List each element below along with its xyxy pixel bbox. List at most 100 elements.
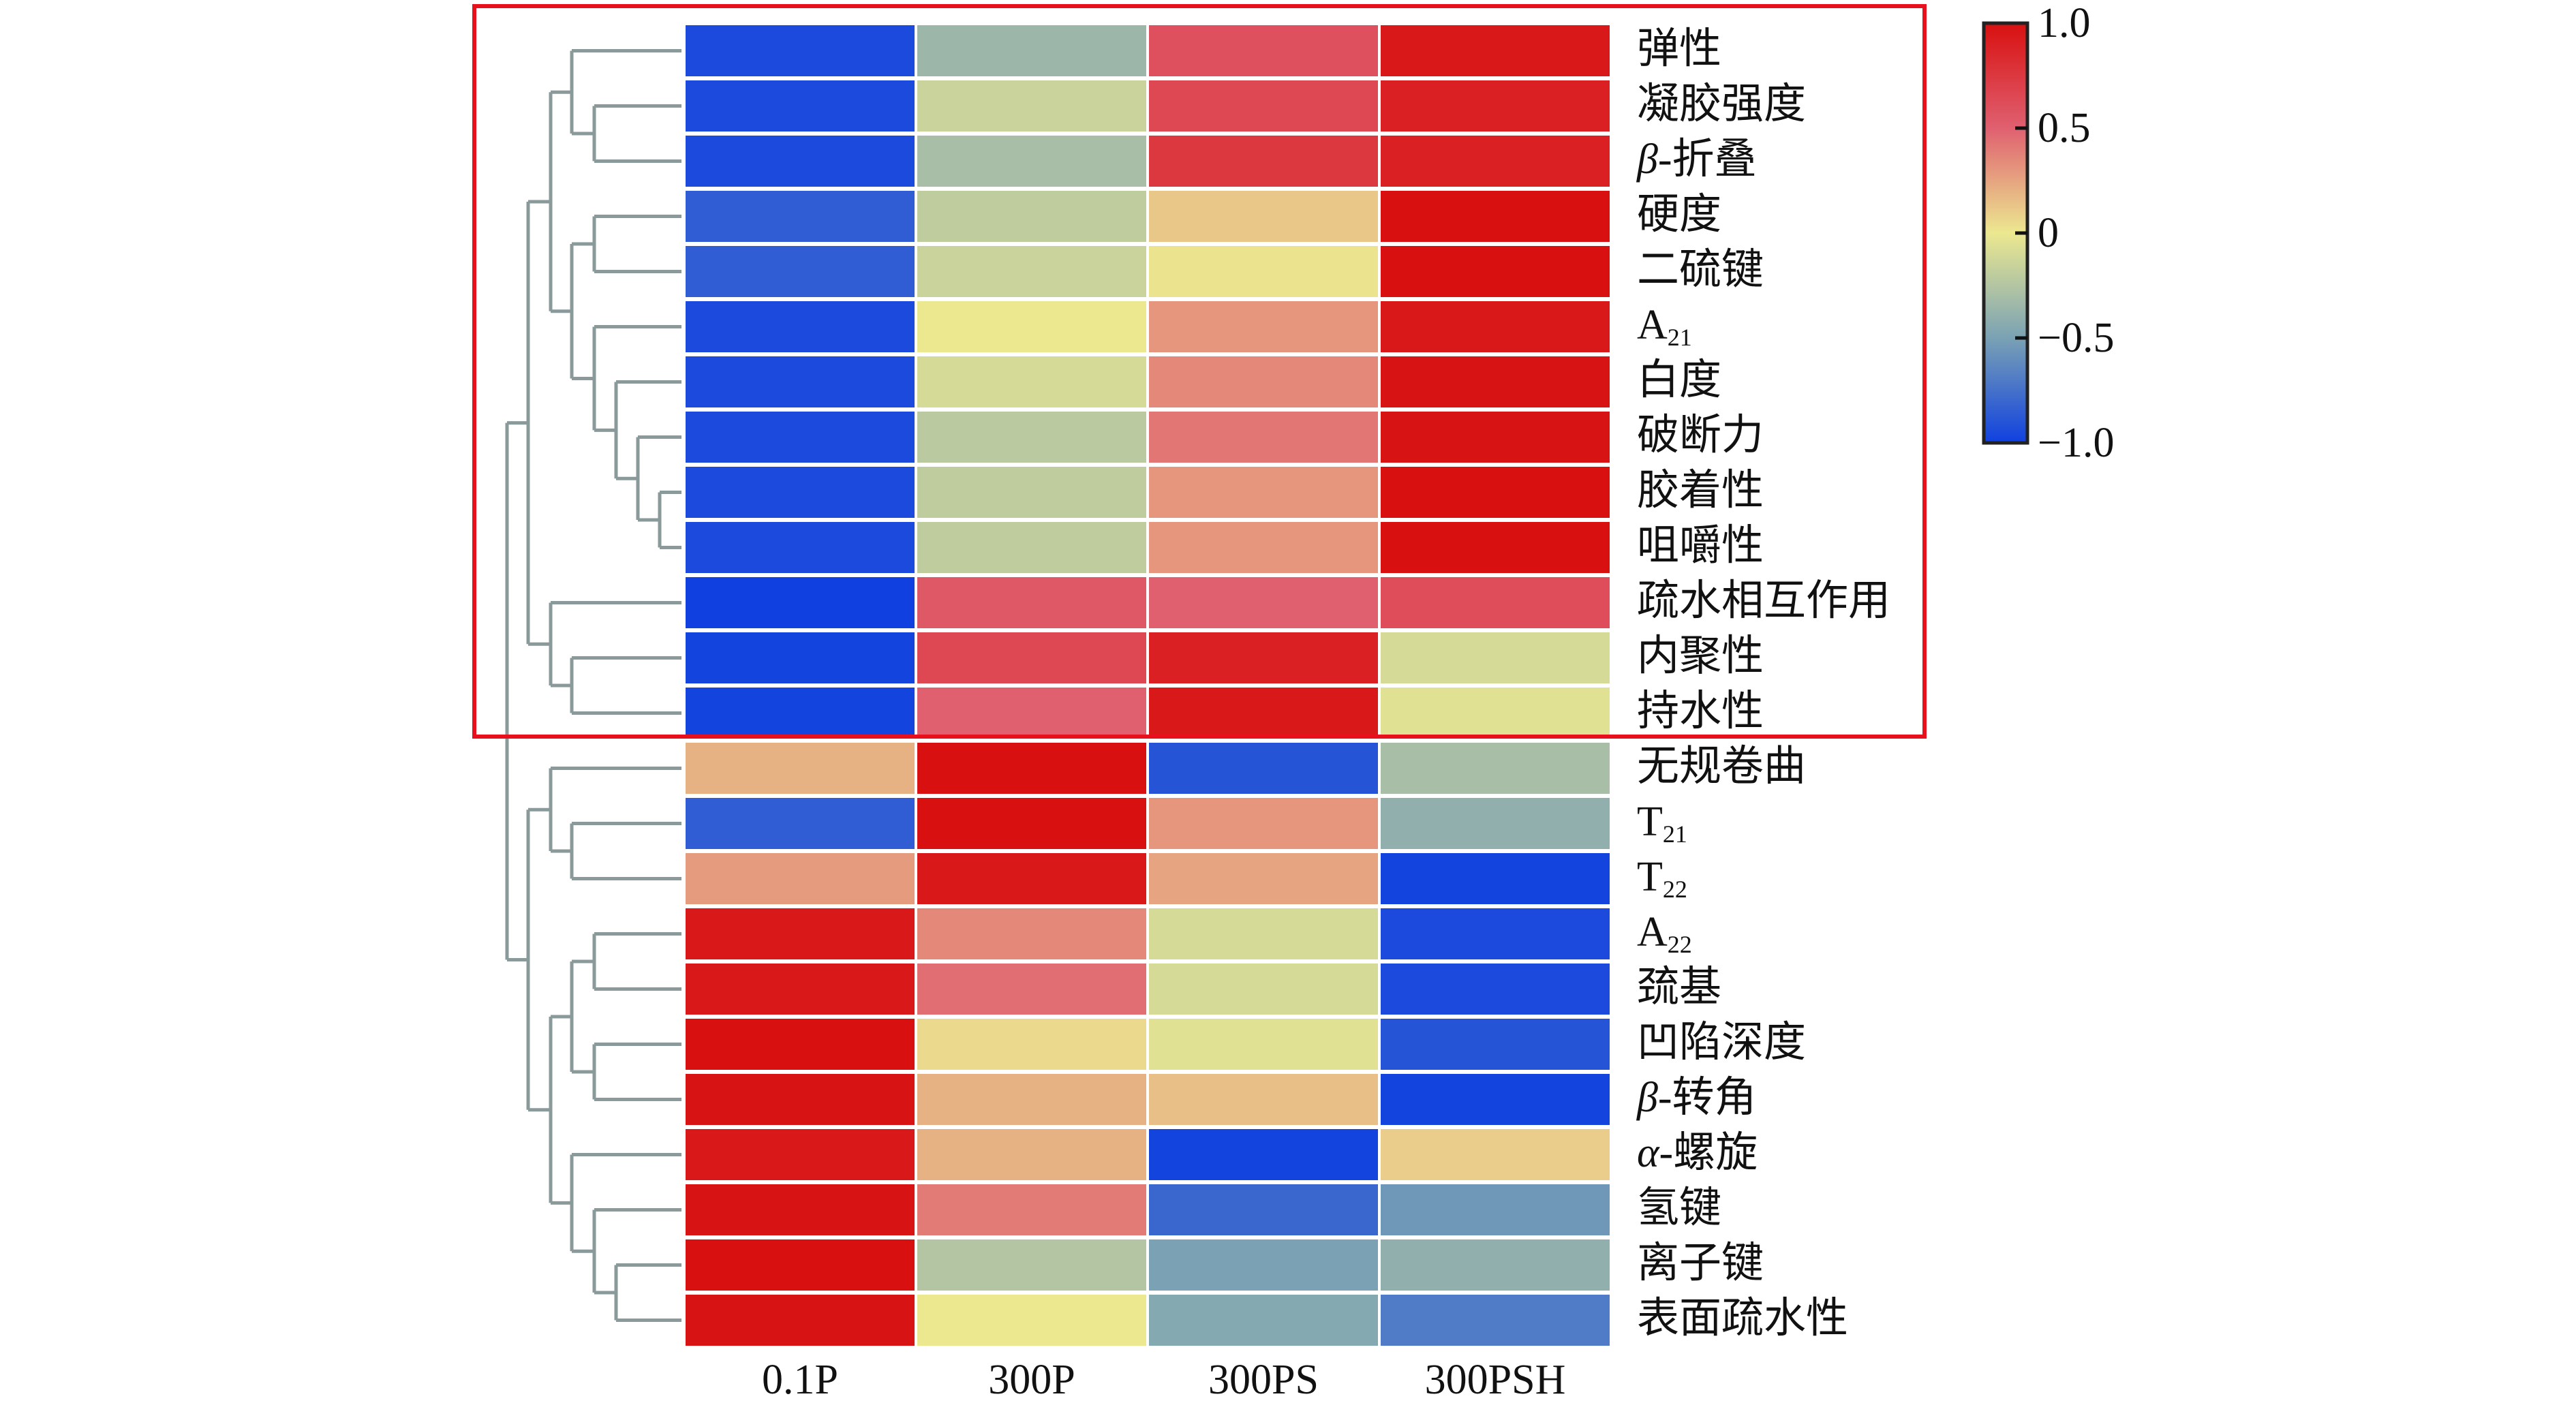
heatmap-cell	[686, 467, 915, 518]
heatmap-cell	[686, 688, 915, 739]
heatmap-cell	[1149, 1074, 1378, 1125]
heatmap-cell	[1381, 1295, 1610, 1346]
heatmap-cell	[917, 301, 1146, 352]
heatmap-cell	[686, 577, 915, 628]
heatmap-cell	[1149, 632, 1378, 683]
row-label: 疏水相互作用	[1637, 574, 1890, 629]
heatmap-cell	[1381, 1019, 1610, 1070]
row-label: 胶着性	[1637, 463, 1764, 519]
row-label-text: T	[1637, 854, 1663, 900]
heatmap-cell	[1149, 246, 1378, 297]
row-label-text: -螺旋	[1659, 1130, 1758, 1176]
row-label-greek: β	[1637, 136, 1658, 183]
heatmap-cell	[1381, 25, 1610, 76]
heatmap-cell	[1149, 688, 1378, 739]
heatmap-cell	[1149, 798, 1378, 849]
heatmap-cell	[686, 191, 915, 242]
heatmap-cell	[1149, 80, 1378, 132]
row-label-text: 疏水相互作用	[1637, 578, 1891, 624]
column-label: 300PS	[1208, 1357, 1319, 1403]
heatmap-cell	[1381, 798, 1610, 849]
heatmap-cell	[917, 1074, 1146, 1125]
heatmap-cell	[1381, 963, 1610, 1015]
highlight-box	[472, 4, 1927, 739]
heatmap-cell	[1149, 963, 1378, 1015]
heatmap-cell	[917, 1129, 1146, 1180]
heatmap-cell	[1381, 467, 1610, 518]
heatmap-cell	[686, 1184, 915, 1235]
heatmap-cell	[1381, 743, 1610, 794]
heatmap-cell	[917, 963, 1146, 1015]
heatmap-cell	[917, 798, 1146, 849]
heatmap-cell	[1381, 356, 1610, 407]
heatmap-cell	[917, 25, 1146, 76]
row-label-subscript: 22	[1667, 931, 1692, 958]
row-label: 破断力	[1637, 408, 1764, 463]
row-label-text: 氢键	[1637, 1185, 1722, 1231]
heatmap-cell	[917, 467, 1146, 518]
row-label-text: 凹陷深度	[1637, 1019, 1807, 1066]
colorbar-tick-label: 0	[2038, 210, 2059, 256]
row-label-subscript: 21	[1662, 820, 1687, 848]
heatmap-cell	[1149, 136, 1378, 187]
colorbar-tick-label: −1.0	[2038, 420, 2115, 466]
row-label: 表面疏水性	[1637, 1291, 1848, 1346]
heatmap-cell	[917, 191, 1146, 242]
heatmap-cell	[686, 632, 915, 683]
heatmap-cell	[1149, 1295, 1378, 1346]
row-label-text: 硬度	[1637, 191, 1722, 238]
heatmap-cell	[686, 1295, 915, 1346]
colorbar-tick-label: 1.0	[2038, 0, 2091, 46]
heatmap-cell	[686, 80, 915, 132]
heatmap-cell	[917, 853, 1146, 904]
row-label-text: -折叠	[1657, 136, 1757, 183]
heatmap-cell	[686, 1019, 915, 1070]
row-label-subscript: 21	[1667, 324, 1692, 351]
row-label-text: 离子键	[1637, 1240, 1764, 1286]
heatmap-cell	[1149, 412, 1378, 463]
heatmap-cell	[1149, 25, 1378, 76]
column-label: 0.1P	[762, 1357, 838, 1403]
row-label-text: 表面疏水性	[1637, 1295, 1849, 1342]
row-label: 弹性	[1637, 22, 1721, 77]
heatmap-cell	[686, 1129, 915, 1180]
column-label: 300P	[988, 1357, 1075, 1403]
heatmap-cell	[686, 798, 915, 849]
heatmap-cell	[686, 853, 915, 904]
heatmap-cell	[1149, 1239, 1378, 1291]
heatmap-cell	[1381, 412, 1610, 463]
heatmap-cell	[1381, 522, 1610, 573]
heatmap-cell	[917, 743, 1146, 794]
heatmap-cell	[1381, 80, 1610, 132]
row-label-text: T	[1637, 799, 1663, 845]
row-label-text: 二硫键	[1637, 247, 1764, 293]
heatmap-cell	[686, 356, 915, 407]
row-label-text: -转角	[1657, 1075, 1757, 1121]
heatmap-cell	[917, 688, 1146, 739]
row-label-text: A	[1637, 302, 1668, 348]
row-label: 离子键	[1637, 1236, 1764, 1291]
row-label-text: 持水性	[1637, 688, 1764, 735]
heatmap-cell	[1149, 1129, 1378, 1180]
heatmap-cell	[1149, 853, 1378, 904]
row-label: T21	[1637, 795, 1687, 850]
heatmap-cell	[917, 632, 1146, 683]
column-label: 300PSH	[1424, 1357, 1566, 1403]
heatmap-cell	[686, 301, 915, 352]
heatmap-cell	[1149, 1019, 1378, 1070]
heatmap-cell	[1381, 246, 1610, 297]
heatmap-cell	[917, 908, 1146, 959]
heatmap-cell	[917, 412, 1146, 463]
heatmap-cell	[917, 577, 1146, 628]
colorbar-tick-label: −0.5	[2038, 315, 2115, 361]
heatmap-cell	[917, 136, 1146, 187]
row-label-text: 弹性	[1637, 26, 1722, 72]
heatmap-cell	[1149, 743, 1378, 794]
heatmap-cell	[1381, 1129, 1610, 1180]
heatmap-cell	[917, 80, 1146, 132]
row-label-greek: β	[1637, 1075, 1658, 1121]
heatmap-cell	[1381, 577, 1610, 628]
row-label-text: 白度	[1637, 357, 1722, 403]
heatmap-cell	[1381, 136, 1610, 187]
